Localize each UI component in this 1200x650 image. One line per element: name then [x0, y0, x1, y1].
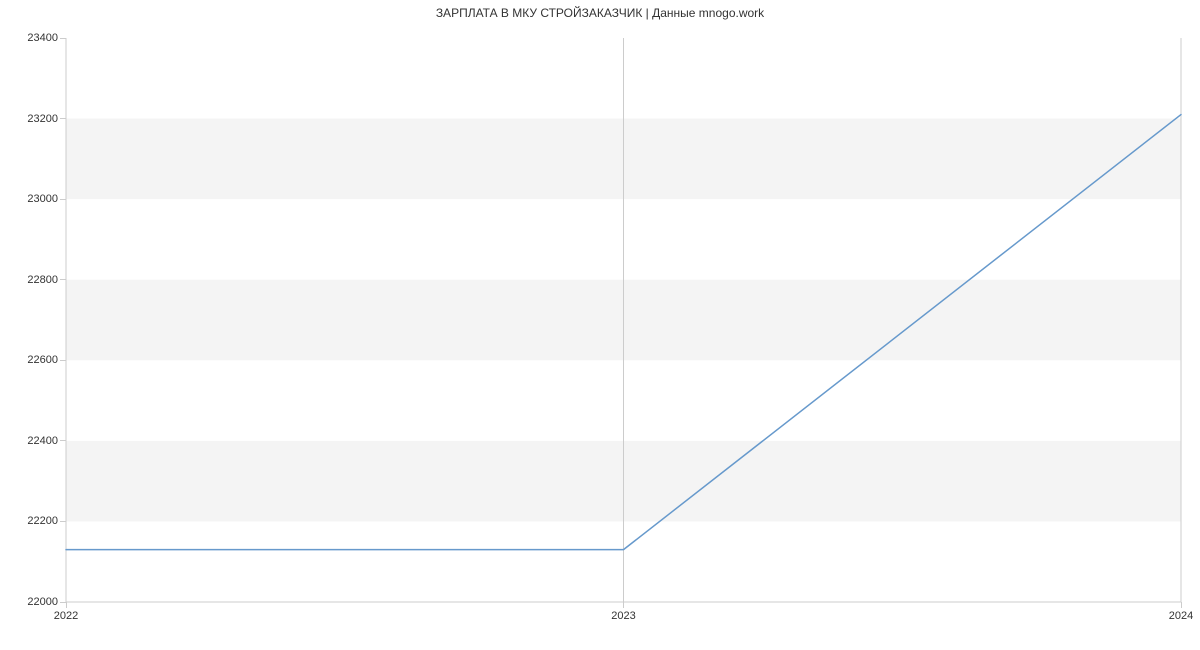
y-tick-mark [60, 38, 66, 39]
y-tick-mark [60, 360, 66, 361]
y-tick-mark [60, 440, 66, 441]
y-tick-mark [60, 279, 66, 280]
plot-area: 2022202320242200022200224002260022800230… [66, 38, 1181, 602]
y-tick-mark [60, 602, 66, 603]
y-tick-mark [60, 521, 66, 522]
chart-title: ЗАРПЛАТА В МКУ СТРОЙЗАКАЗЧИК | Данные mn… [0, 6, 1200, 20]
x-tick-mark [623, 602, 624, 608]
y-tick-mark [60, 118, 66, 119]
y-tick-mark [60, 199, 66, 200]
salary-line-chart: ЗАРПЛАТА В МКУ СТРОЙЗАКАЗЧИК | Данные mn… [0, 0, 1200, 650]
x-tick-mark [1181, 602, 1182, 608]
plot-svg [66, 38, 1181, 602]
